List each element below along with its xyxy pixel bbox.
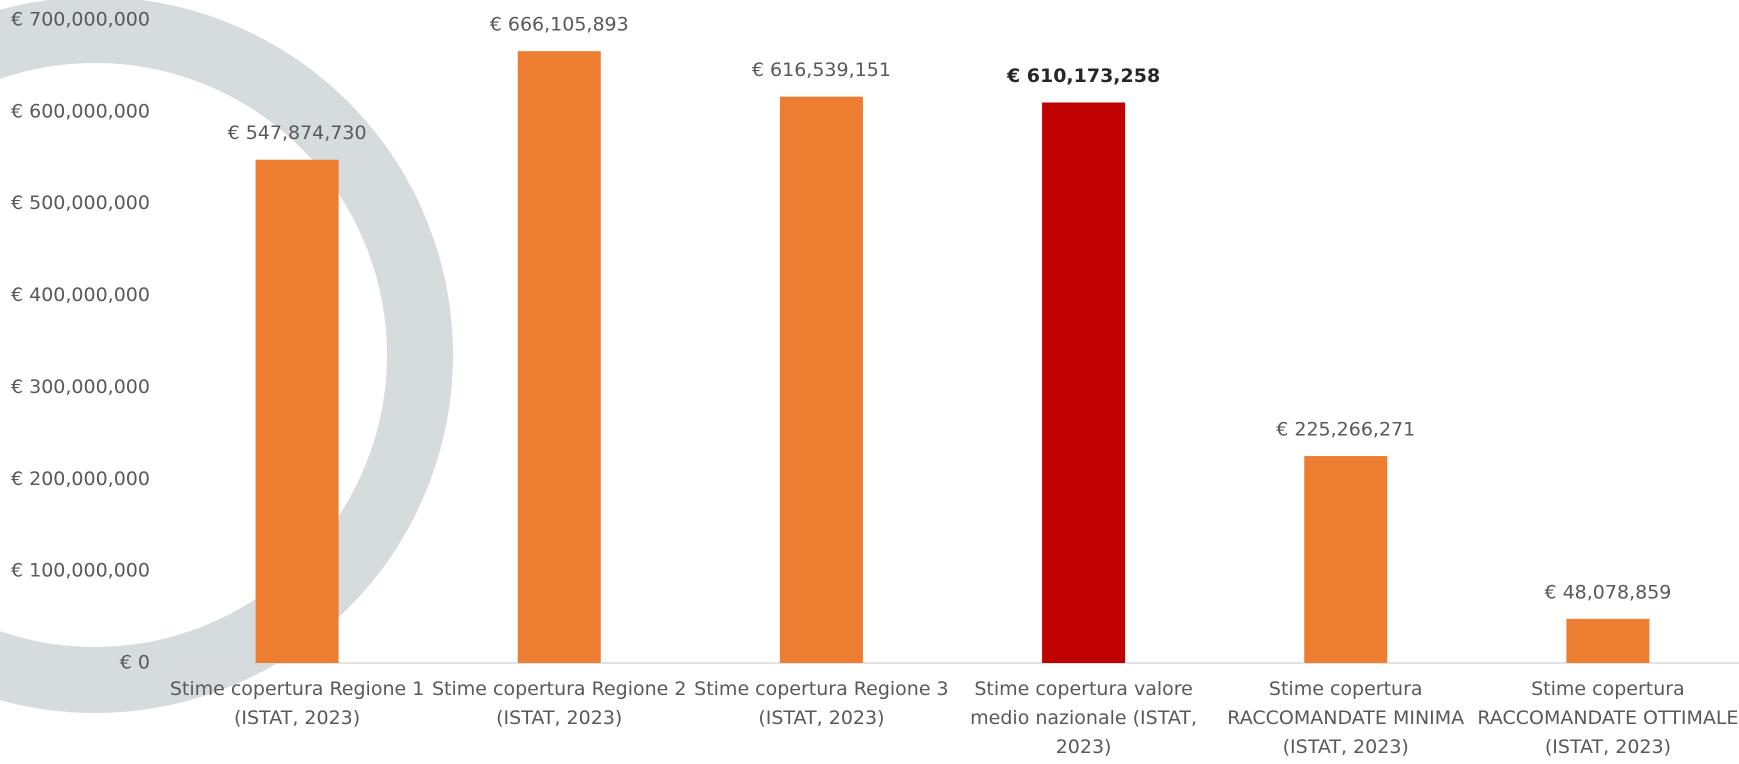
bar	[518, 51, 601, 663]
y-tick-label: € 600,000,000	[11, 100, 150, 122]
x-tick-label: Stime copertura valore medio nazionale (…	[953, 675, 1215, 762]
data-label: € 610,173,258	[1006, 65, 1160, 87]
bar	[1304, 456, 1387, 663]
x-tick-label: Stime copertura Regione 1 (ISTAT, 2023)	[166, 675, 428, 733]
bar	[256, 160, 339, 663]
data-label: € 547,874,730	[228, 122, 367, 144]
data-label: € 225,266,271	[1276, 419, 1415, 441]
chart-svg: € 0 € 100,000,000 € 200,000,000 € 300,000,0…	[0, 0, 1739, 764]
data-label: € 666,105,893	[490, 14, 629, 36]
x-tick-label: Stime copertura RACCOMANDATE MINIMA (IST…	[1215, 675, 1477, 762]
y-tick-label: € 0	[120, 652, 150, 674]
x-tick-label: Stime copertura Regione 3 (ISTAT, 2023)	[690, 675, 952, 733]
y-tick-label: € 100,000,000	[11, 560, 150, 582]
x-tick-label: Stime copertura Regione 2 (ISTAT, 2023)	[428, 675, 690, 733]
chart: € 0 € 100,000,000 € 200,000,000 € 300,000,0…	[0, 0, 1739, 764]
data-label: € 616,539,151	[752, 59, 891, 81]
y-tick-label: € 200,000,000	[11, 468, 150, 490]
y-tick-label: € 400,000,000	[11, 284, 150, 306]
x-tick-label: Stime copertura RACCOMANDATE OTTIMALE (I…	[1477, 675, 1739, 762]
bar	[780, 97, 863, 663]
y-tick-label: € 500,000,000	[11, 192, 150, 214]
data-label: € 48,078,859	[1544, 581, 1671, 603]
y-tick-label: € 300,000,000	[11, 376, 150, 398]
bar	[1566, 619, 1649, 663]
y-tick-label: € 700,000,000	[11, 9, 150, 31]
bar	[1042, 103, 1125, 663]
